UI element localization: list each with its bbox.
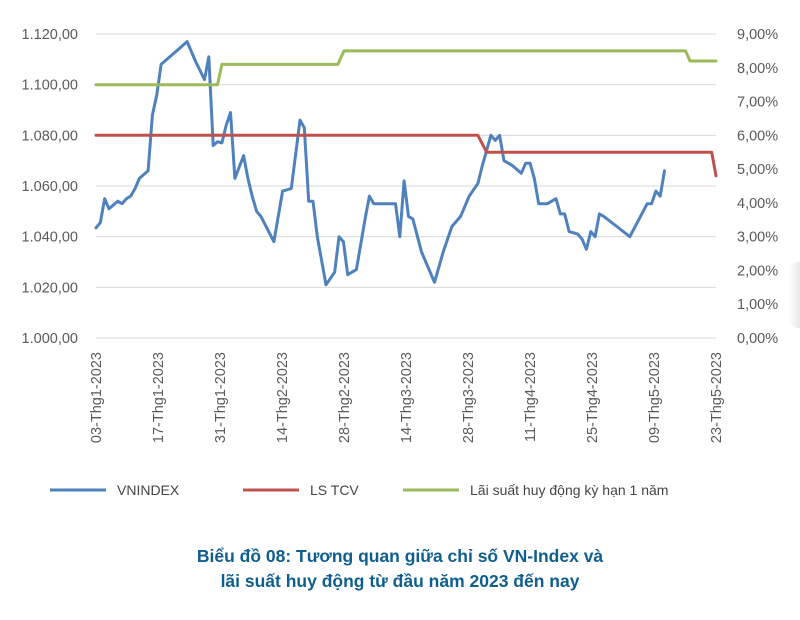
- right-tick-label: 6,00%: [737, 128, 778, 144]
- chart-caption: Biểu đồ 08: Tương quan giữa chỉ số VN-In…: [0, 544, 800, 594]
- x-tick-label: 03-Thg1-2023: [89, 352, 105, 443]
- x-axis: 03-Thg1-2023 17-Thg1-2023 31-Thg1-2023 14-T…: [89, 352, 725, 443]
- left-tick-label: 1.080,00: [22, 128, 78, 144]
- right-tick-label: 4,00%: [737, 196, 778, 212]
- x-tick-label: 14-Thg2-2023: [275, 352, 291, 443]
- legend: VNINDEX LS TCV Lãi suất huy động kỳ hạn 1 …: [50, 482, 668, 498]
- left-tick-label: 1.120,00: [22, 27, 78, 43]
- right-tick-label: 9,00%: [737, 27, 778, 43]
- legend-label: Lãi suất huy động kỳ hạn 1 năm: [470, 482, 668, 498]
- x-tick-label: 17-Thg1-2023: [151, 352, 167, 443]
- left-tick-label: 1.000,00: [22, 331, 78, 347]
- right-axis: 0,00% 1,00% 2,00% 3,00% 4,00% 5,00% 6,00% 7,00%…: [737, 27, 778, 347]
- right-tick-label: 2,00%: [737, 263, 778, 279]
- right-tick-label: 8,00%: [737, 61, 778, 77]
- right-tick-label: 0,00%: [737, 331, 778, 347]
- side-tab: [788, 262, 800, 328]
- chart-area: 1.000,00 1.020,00 1.040,00 1.060,00 1.080,00…: [22, 27, 779, 498]
- x-tick-label: 09-Thg5-2023: [647, 352, 663, 443]
- x-tick-label: 28-Thg2-2023: [337, 352, 353, 443]
- left-tick-label: 1.060,00: [22, 179, 78, 195]
- legend-label: LS TCV: [310, 482, 359, 498]
- left-tick-label: 1.040,00: [22, 230, 78, 246]
- series-lines: [94, 40, 718, 287]
- x-tick-label: 31-Thg1-2023: [213, 352, 229, 443]
- right-tick-label: 7,00%: [737, 95, 778, 111]
- legend-label: VNINDEX: [117, 482, 180, 498]
- right-tick-label: 3,00%: [737, 230, 778, 246]
- left-tick-label: 1.100,00: [22, 78, 78, 94]
- x-tick-label: 28-Thg3-2023: [461, 352, 477, 443]
- series-line-1: [94, 40, 666, 287]
- right-tick-label: 5,00%: [737, 162, 778, 178]
- series-line-3: [94, 49, 718, 87]
- left-axis: 1.000,00 1.020,00 1.040,00 1.060,00 1.080,00…: [22, 27, 78, 347]
- x-tick-label: 23-Thg5-2023: [709, 352, 725, 443]
- caption-line-2: lãi suất huy động từ đầu năm 2023 đến na…: [220, 571, 580, 591]
- caption-line-1: Biểu đồ 08: Tương quan giữa chỉ số VN-In…: [196, 546, 604, 566]
- x-tick-label: 25-Thg4-2023: [585, 352, 601, 443]
- right-tick-label: 1,00%: [737, 297, 778, 313]
- series-line-2: [94, 133, 718, 178]
- left-tick-label: 1.020,00: [22, 280, 78, 296]
- x-tick-label: 11-Thg4-2023: [523, 352, 539, 442]
- x-tick-label: 14-Thg3-2023: [399, 352, 415, 443]
